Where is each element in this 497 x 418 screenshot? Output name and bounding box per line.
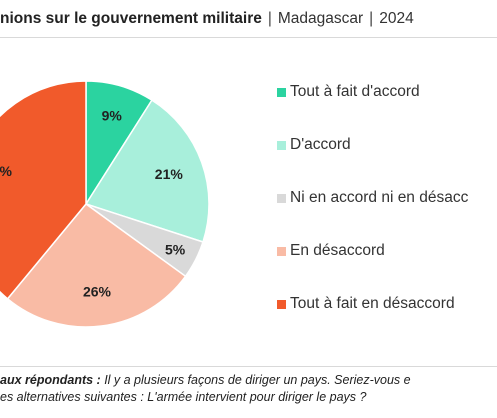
legend-label: D'accord [290, 136, 351, 153]
top-divider [0, 37, 497, 38]
pie-slice-2 [84, 99, 210, 243]
legend-item-en-desaccord: En désaccord [277, 237, 497, 290]
title-main: nions sur le gouvernement militaire [0, 10, 262, 27]
title-separator: | [267, 10, 272, 27]
question-text-1: Il y a plusieurs façons de diriger un pa… [100, 373, 411, 387]
question-text-2: es alternatives suivantes : L'armée inte… [0, 390, 367, 404]
title-country: Madagascar [277, 10, 364, 27]
legend-label: Ni en accord ni en désacc [290, 189, 469, 206]
slice-label-1: 9% [102, 108, 123, 124]
slice-label-4: 26% [83, 283, 112, 299]
legend-item-d-accord: D'accord [277, 131, 497, 184]
survey-question: aux répondants : Il y a plusieurs façons… [0, 372, 497, 406]
legend-label: En désaccord [290, 242, 385, 259]
bottom-divider [0, 366, 497, 367]
legend-swatch [277, 194, 286, 203]
slice-label-5: % [0, 163, 13, 179]
chart-title: nions sur le gouvernement militaire | Mada… [0, 8, 414, 30]
legend-label: Tout à fait en désaccord [290, 295, 455, 312]
chart-legend: Tout à fait d'accord D'accord Ni en acco… [277, 78, 497, 343]
pie-slice-4 [6, 202, 187, 328]
legend-item-tout-a-fait-en-desaccord: Tout à fait en désaccord [277, 290, 497, 343]
slice-label-2: 21% [155, 166, 184, 182]
title-year: 2024 [379, 10, 414, 27]
legend-swatch [277, 247, 286, 256]
question-label: aux répondants : [0, 373, 101, 387]
slice-label-3: 5% [165, 241, 186, 257]
legend-swatch [277, 141, 286, 150]
pie-slices [0, 80, 210, 328]
question-line-1: aux répondants : Il y a plusieurs façons… [0, 372, 497, 389]
legend-label: Tout à fait d'accord [290, 83, 420, 100]
pie-slice-5 [0, 80, 87, 300]
pie-slice-labels: 9% 21% 5% 26%% [0, 108, 186, 300]
title-separator-2: | [369, 10, 374, 27]
legend-swatch [277, 88, 286, 97]
legend-item-tout-a-fait-d-accord: Tout à fait d'accord [277, 78, 497, 131]
legend-item-ni-en-accord: Ni en accord ni en désacc [277, 184, 497, 237]
legend-swatch [277, 300, 286, 309]
pie-chart: 9% 21% 5% 26%% [0, 80, 210, 328]
